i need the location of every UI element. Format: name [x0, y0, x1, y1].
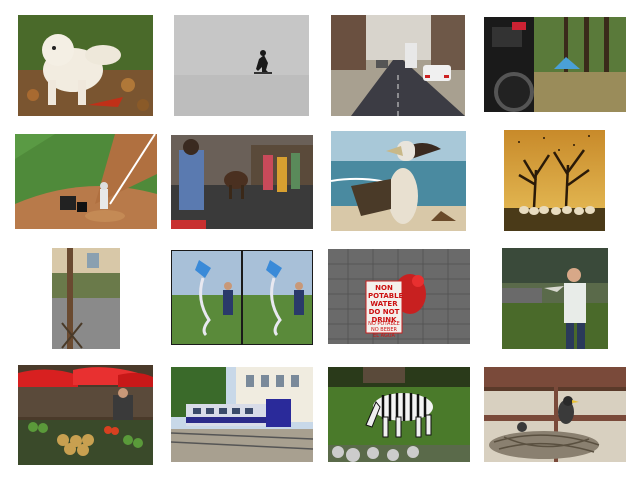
image-building-with-pole[interactable] — [52, 248, 120, 349]
image-street-with-car[interactable] — [331, 15, 465, 116]
sign-sub-text: NO POTABLE NO BEBER EL AGUA — [368, 321, 400, 339]
baseball-picture — [15, 134, 157, 229]
zebra-picture — [328, 367, 470, 462]
image-sheep-under-trees[interactable] — [504, 130, 605, 231]
street-picture — [331, 15, 465, 116]
sheep-picture — [504, 130, 605, 231]
image-zebra-grazing[interactable] — [328, 367, 470, 462]
snowboarder-picture — [174, 15, 309, 116]
image-man-with-model-plane[interactable] — [502, 248, 608, 349]
image-bird-nest[interactable] — [484, 367, 626, 462]
image-market-stalls[interactable] — [18, 365, 153, 465]
image-fire-hydrant-sign[interactable]: NON POTABLE WATER DO NOT DRINK NO POTABL… — [328, 249, 470, 344]
image-snowboarder-on-snow[interactable] — [174, 15, 309, 116]
man-picture — [502, 248, 608, 349]
pelican-picture — [331, 131, 466, 231]
hydrant-picture — [328, 249, 470, 344]
market-picture — [18, 365, 153, 465]
bird-picture — [484, 367, 626, 462]
image-kite-flyer-stereo[interactable] — [171, 250, 313, 345]
image-street-crowd-with-cow[interactable] — [171, 135, 313, 229]
train-picture — [171, 367, 313, 462]
motorcycle-picture — [484, 17, 626, 112]
image-dog-on-leaves[interactable] — [18, 15, 153, 116]
sign-main-text: NON POTABLE WATER DO NOT DRINK — [368, 284, 404, 324]
building-picture — [52, 248, 120, 349]
image-motorcycle-and-tent[interactable] — [484, 17, 626, 112]
image-passenger-train[interactable] — [171, 367, 313, 462]
image-pelican-on-beach[interactable] — [331, 131, 466, 231]
image-baseball-field[interactable] — [15, 134, 157, 229]
crowd-picture — [171, 135, 313, 229]
dog-on-leaves-picture — [18, 15, 153, 116]
kite-picture — [171, 250, 313, 345]
